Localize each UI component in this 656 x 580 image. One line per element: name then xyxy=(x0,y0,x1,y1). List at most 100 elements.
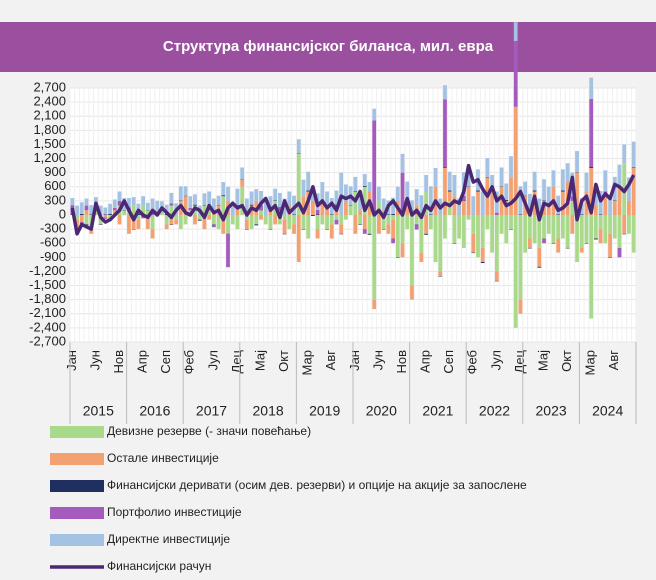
legend-label: Девизне резерве (- значи повећање) xyxy=(107,424,311,438)
bar xyxy=(301,215,306,230)
bar xyxy=(556,215,561,239)
bar xyxy=(589,167,594,168)
bar xyxy=(131,205,136,215)
bar xyxy=(221,196,226,215)
bar xyxy=(471,196,476,215)
bar xyxy=(193,194,197,205)
bar xyxy=(353,176,358,192)
bar xyxy=(315,229,320,239)
bar xyxy=(603,170,608,192)
bar xyxy=(537,247,542,267)
bar xyxy=(546,186,551,206)
bar xyxy=(419,195,424,215)
bar xyxy=(594,215,598,239)
year-label: 2019 xyxy=(309,403,340,419)
y-tick-label: 900 xyxy=(44,164,66,179)
bar xyxy=(145,210,150,215)
bar xyxy=(386,224,391,234)
bar xyxy=(259,215,263,220)
bar xyxy=(461,215,466,248)
bar xyxy=(480,191,485,215)
bar xyxy=(433,167,438,187)
bar xyxy=(197,219,202,221)
bar xyxy=(136,215,141,220)
bar xyxy=(490,215,495,253)
y-tick-label: 1,800 xyxy=(33,122,66,137)
bar xyxy=(127,215,131,234)
bar xyxy=(391,219,395,239)
legend-label: Финансијски рачун xyxy=(107,559,211,573)
bar xyxy=(94,197,98,206)
y-tick-label: 1,500 xyxy=(33,136,66,151)
bar xyxy=(575,215,579,263)
bar xyxy=(301,196,306,215)
bar xyxy=(405,181,410,206)
bar xyxy=(315,215,320,230)
bar xyxy=(466,169,471,187)
bar xyxy=(108,203,112,215)
year-label: 2015 xyxy=(83,403,114,419)
bar xyxy=(259,191,263,206)
bar xyxy=(150,215,155,230)
bar xyxy=(631,141,636,168)
bar xyxy=(542,238,546,244)
y-tick-label: -1,500 xyxy=(29,277,66,292)
bar xyxy=(226,234,230,268)
bar xyxy=(84,215,89,225)
bar xyxy=(443,99,447,168)
bar xyxy=(504,199,509,201)
bar xyxy=(414,215,419,225)
bar xyxy=(518,186,523,215)
bar xyxy=(127,198,131,208)
bar xyxy=(603,215,608,244)
bar xyxy=(608,215,612,234)
bar xyxy=(433,215,438,263)
bar xyxy=(509,177,513,215)
bar xyxy=(570,196,575,201)
bar xyxy=(122,210,127,215)
x-tick-label: Мар xyxy=(583,350,598,375)
bar xyxy=(254,224,259,226)
bar xyxy=(556,195,561,215)
x-tick-label: Нов xyxy=(111,350,126,374)
bar xyxy=(75,205,79,215)
legend-label: Портфолио инвестиције xyxy=(107,505,242,519)
bar xyxy=(273,188,278,201)
bar xyxy=(362,229,367,234)
bar xyxy=(79,214,84,215)
bar xyxy=(570,200,575,215)
year-label: 2024 xyxy=(592,403,623,419)
bar xyxy=(400,215,405,244)
bar xyxy=(145,215,150,230)
bar xyxy=(372,299,377,310)
bar xyxy=(532,190,537,192)
bar xyxy=(395,215,400,258)
bar xyxy=(178,186,183,201)
bar xyxy=(490,191,495,215)
bar xyxy=(391,214,395,215)
bar xyxy=(537,198,542,215)
bar xyxy=(443,167,447,215)
bar xyxy=(197,215,202,220)
bar xyxy=(193,204,197,206)
bar xyxy=(240,179,245,187)
bar xyxy=(334,219,339,225)
bar xyxy=(499,215,504,234)
bar xyxy=(169,215,174,225)
y-tick-label: 2,700 xyxy=(33,79,66,94)
bar xyxy=(391,215,395,220)
bar xyxy=(504,183,509,200)
bar xyxy=(428,186,433,215)
bar xyxy=(443,215,447,239)
bar xyxy=(561,215,565,239)
bar xyxy=(627,177,631,201)
bar xyxy=(447,190,452,192)
bar xyxy=(329,224,334,239)
bar xyxy=(631,167,636,215)
bar xyxy=(377,215,381,234)
bar xyxy=(617,215,622,248)
bar xyxy=(221,215,226,234)
x-tick-label: Јан xyxy=(64,350,79,371)
bar xyxy=(117,215,122,225)
